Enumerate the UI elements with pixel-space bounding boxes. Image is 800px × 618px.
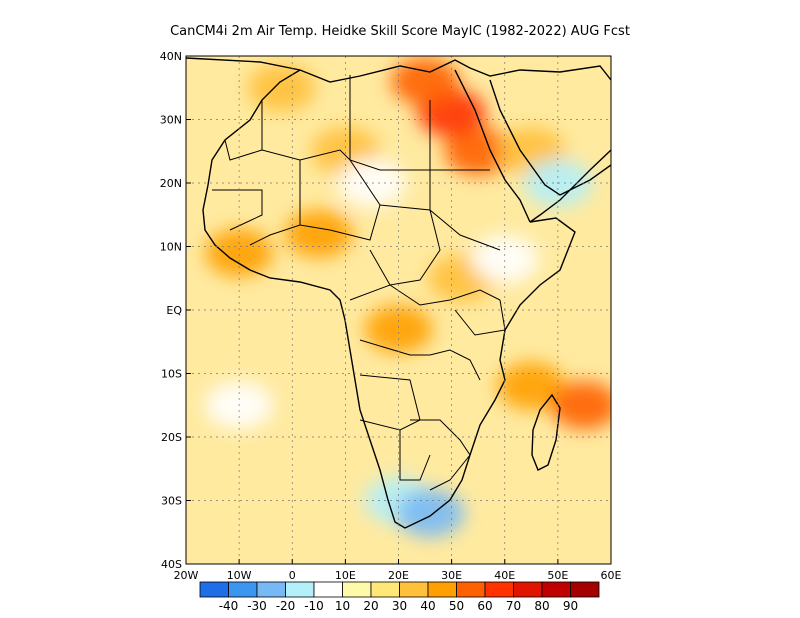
colorbar-swatch	[256, 581, 286, 598]
x-axis-ticks: 20W 10W 0 10E 20E 30E 40E 50E 60E	[174, 559, 622, 582]
x-tick-label: 10W	[227, 569, 252, 582]
x-tick-label: 0	[289, 569, 296, 582]
y-tick-label: 10S	[161, 368, 182, 381]
colorbar-tick-label: 60	[477, 599, 492, 613]
colorbar-tick-label: 10	[335, 599, 350, 613]
colorbar-tick-label: -10	[304, 599, 324, 613]
x-tick-label: 20W	[174, 569, 199, 582]
border-lines	[212, 75, 506, 491]
colorbar-swatch	[456, 581, 486, 598]
madagascar-coastline	[531, 393, 561, 471]
colorbar-swatch	[541, 581, 571, 598]
colorbar-swatch	[199, 581, 229, 598]
colorbar-swatch	[513, 581, 543, 598]
colorbar-swatch	[228, 581, 258, 598]
y-tick-label: 30N	[160, 114, 182, 127]
africa-coastline	[186, 57, 611, 529]
y-axis-ticks: 40N 30N 20N 10N EQ 10S 20S 30S 40S	[160, 50, 191, 571]
colorbar-tick-label: -30	[247, 599, 267, 613]
skill-region	[497, 362, 566, 411]
chart-title: CanCM4i 2m Air Temp. Heidke Skill Score …	[170, 24, 630, 39]
x-tick-label: 20E	[388, 569, 409, 582]
colorbar-swatch	[285, 581, 315, 598]
colorbar-tick-label: 40	[420, 599, 435, 613]
colorbar-tick-label: 50	[449, 599, 464, 613]
skill-region	[284, 209, 353, 258]
x-tick-label: 50E	[547, 569, 568, 582]
country-borders	[212, 75, 506, 491]
skill-region	[391, 57, 460, 106]
y-tick-label: 40S	[161, 558, 182, 571]
skill-region	[337, 159, 406, 207]
x-tick-label: 40E	[494, 569, 515, 582]
colorbar-tick-label: 30	[392, 599, 407, 613]
colorbar-tick-label: -20	[276, 599, 296, 613]
colorbar-tick-label: 90	[563, 599, 578, 613]
y-tick-label: 40N	[160, 50, 182, 63]
y-tick-label: 20S	[161, 431, 182, 444]
skill-region	[364, 305, 433, 354]
coastlines	[186, 57, 611, 529]
arabia-coastline	[489, 79, 611, 196]
colorbar: -40 -30 -20 -10 10 20 30 40 50 60 70 80 90	[199, 581, 600, 613]
x-tick-label: 10E	[335, 569, 356, 582]
y-tick-label: EQ	[166, 304, 182, 317]
y-tick-label: 10N	[160, 241, 182, 254]
skill-region	[396, 489, 465, 538]
skill-regions	[205, 57, 611, 538]
colorbar-tick-label: 80	[534, 599, 549, 613]
colorbar-swatch	[370, 581, 400, 598]
colorbar-tick-label: 20	[363, 599, 378, 613]
colorbar-tick-label: 70	[506, 599, 521, 613]
x-tick-label: 30E	[441, 569, 462, 582]
y-tick-label: 30S	[161, 495, 182, 508]
y-tick-label: 20N	[160, 177, 182, 190]
skill-region	[247, 63, 316, 112]
colorbar-swatch	[484, 581, 514, 598]
colorbar-swatch	[570, 581, 600, 598]
skill-region	[205, 228, 274, 277]
colorbar-swatch	[399, 581, 429, 598]
colorbar-tick-label: -40	[219, 599, 239, 613]
colorbar-swatch	[342, 581, 372, 598]
x-tick-label: 60E	[601, 569, 622, 582]
skill-region	[444, 127, 513, 176]
graticule	[186, 56, 611, 564]
colorbar-swatch	[313, 581, 343, 598]
colorbar-swatch	[427, 581, 457, 598]
skill-region	[470, 235, 539, 284]
skill-region	[550, 381, 611, 430]
